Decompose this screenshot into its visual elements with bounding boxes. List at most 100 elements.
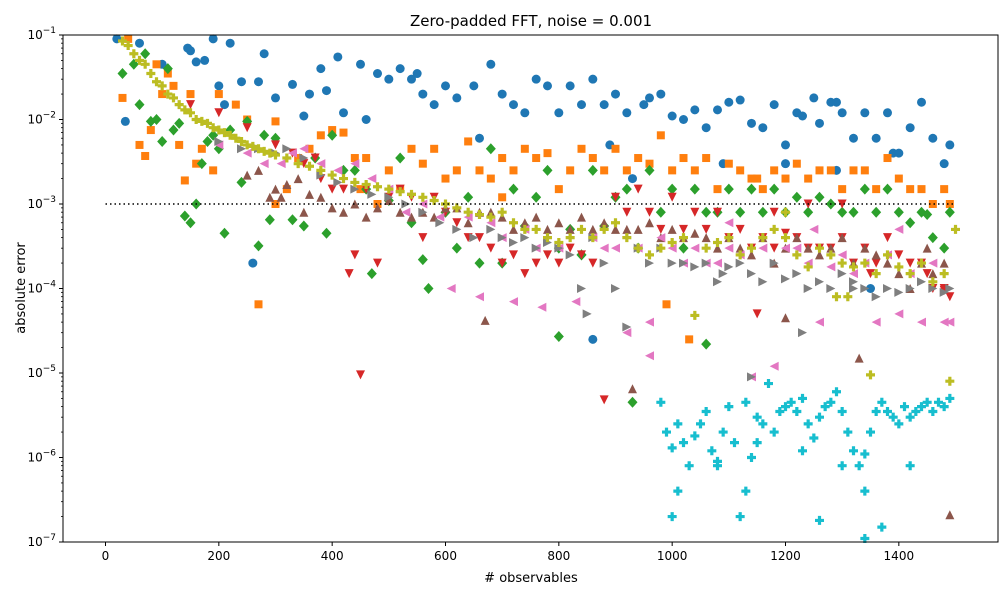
data-point-diamond	[791, 191, 802, 203]
data-point-triangle-right	[679, 258, 688, 268]
data-point-triangle-right	[849, 284, 858, 293]
data-point-circle	[656, 89, 666, 99]
data-point-circle	[333, 52, 343, 62]
data-point-triangle-right	[554, 243, 564, 253]
data-point-square	[815, 166, 824, 175]
data-point-triangle-right	[582, 309, 592, 319]
data-point-triangle-down	[271, 140, 280, 150]
data-point-square	[940, 185, 949, 194]
data-point-diamond	[621, 183, 632, 195]
data-point-circle	[429, 100, 439, 110]
data-point-plus	[849, 446, 858, 456]
data-point-plus	[509, 218, 518, 228]
data-point-plus	[599, 224, 609, 234]
data-point-triangle-left	[475, 292, 484, 302]
data-point-circle	[509, 100, 518, 110]
data-point-triangle-left	[242, 148, 252, 158]
data-point-plus	[747, 243, 756, 253]
data-point-diamond	[871, 206, 882, 218]
data-point-diamond	[185, 217, 196, 229]
data-point-diamond	[236, 176, 247, 188]
x-axis-ticks: 0 200 400 600 800 1000 1200 1400	[102, 542, 914, 563]
data-point-plus	[741, 397, 751, 407]
data-point-circle	[271, 93, 280, 103]
data-point-plus	[690, 431, 700, 441]
data-point-plus	[911, 407, 921, 417]
y-tick-label: 10−6	[27, 449, 56, 465]
data-point-square	[254, 300, 263, 309]
data-point-diamond	[474, 257, 485, 269]
data-point-plus	[900, 402, 909, 412]
data-point-plus	[928, 407, 938, 417]
data-point-triangle-up	[509, 224, 518, 234]
data-point-diamond	[151, 114, 162, 125]
data-point-triangle-down	[452, 218, 462, 228]
data-point-triangle-right	[622, 322, 632, 332]
data-point-square	[588, 154, 597, 163]
data-point-triangle-up	[299, 207, 309, 217]
data-point-triangle-up	[860, 243, 870, 253]
data-points	[112, 34, 960, 544]
data-point-diamond	[423, 283, 434, 294]
data-point-triangle-right	[849, 277, 858, 287]
data-point-circle	[588, 334, 598, 344]
data-point-square	[702, 154, 711, 163]
data-point-diamond	[508, 183, 519, 195]
data-point-triangle-down	[922, 269, 932, 279]
data-point-square	[169, 81, 178, 90]
data-point-triangle-down	[486, 243, 496, 253]
data-point-diamond	[944, 206, 955, 218]
data-point-triangle-left	[401, 207, 411, 217]
data-point-circle	[724, 97, 734, 107]
data-point-circle	[667, 111, 677, 121]
data-point-triangle-down	[622, 207, 632, 217]
chart-title: Zero-padded FFT, noise = 0.001	[410, 12, 652, 30]
data-point-triangle-right	[939, 287, 949, 297]
data-point-circle	[928, 133, 938, 143]
data-point-plus	[667, 443, 677, 453]
y-axis-label: absolute error	[14, 242, 29, 334]
data-point-circle	[237, 77, 246, 87]
data-point-triangle-up	[305, 189, 314, 199]
data-point-triangle-down	[520, 269, 530, 279]
data-point-triangle-down	[599, 395, 609, 405]
data-point-square	[498, 193, 507, 202]
data-point-plus	[520, 224, 530, 234]
data-point-circle	[135, 38, 144, 48]
data-point-triangle-right	[435, 218, 445, 228]
data-point-triangle-right	[299, 153, 309, 163]
data-point-triangle-right	[747, 269, 756, 279]
data-point-triangle-up	[701, 233, 711, 243]
data-point-triangle-left	[690, 243, 700, 253]
data-point-triangle-left	[571, 297, 581, 307]
data-point-square	[906, 185, 915, 194]
data-point-circle	[866, 284, 875, 293]
data-point-plus	[231, 133, 241, 143]
data-point-plus	[798, 446, 807, 456]
data-point-circle	[747, 118, 756, 128]
data-point-plus	[922, 397, 932, 407]
data-point-square	[656, 131, 665, 140]
data-point-plus	[565, 233, 575, 243]
data-point-triangle-down	[310, 153, 320, 163]
data-point-circle	[225, 38, 235, 48]
data-point-triangle-down	[339, 184, 348, 194]
data-point-plus	[248, 141, 258, 151]
data-point-square	[141, 151, 150, 160]
data-point-triangle-down	[577, 250, 586, 260]
data-point-plus	[180, 105, 190, 115]
data-point-triangle-right	[333, 177, 343, 187]
data-point-triangle-up	[497, 212, 507, 222]
data-point-square	[662, 300, 671, 309]
data-point-diamond	[327, 129, 338, 141]
data-point-triangle-down	[214, 108, 224, 118]
data-point-circle	[701, 123, 711, 133]
data-point-triangle-up	[928, 269, 938, 279]
data-point-diamond	[893, 206, 904, 218]
data-point-triangle-left	[486, 218, 496, 228]
data-point-square	[860, 166, 869, 175]
data-point-triangle-down	[361, 184, 371, 194]
data-point-triangle-left	[871, 317, 881, 327]
data-point-plus	[877, 522, 887, 532]
data-point-circle	[769, 100, 779, 110]
